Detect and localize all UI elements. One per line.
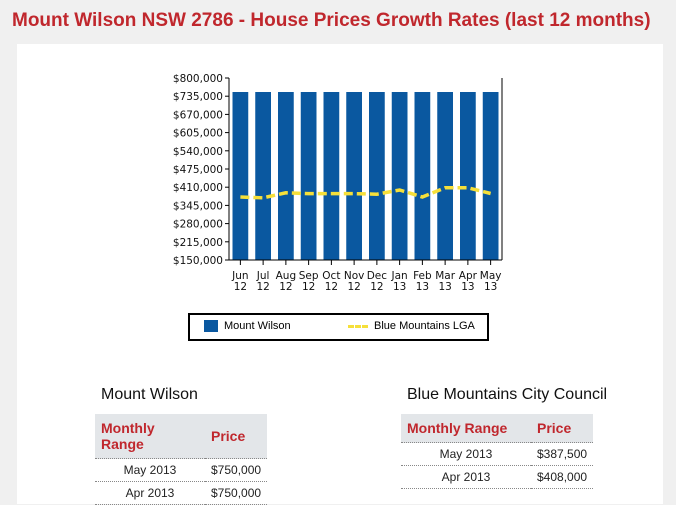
y-tick-label: $540,000 (173, 146, 223, 158)
column-header: Monthly Range (95, 414, 205, 459)
y-tick-label: $800,000 (173, 73, 223, 85)
bar (391, 92, 408, 260)
bar (300, 92, 317, 260)
table-row: Apr 2013 $750,000 (95, 481, 268, 505)
x-tick-label: Dec (367, 270, 388, 282)
y-tick-label: $475,000 (173, 164, 223, 176)
mount-wilson-table-section: Mount Wilson Monthly Range Price May 2013… (95, 386, 268, 505)
y-tick-label: $605,000 (173, 128, 223, 140)
x-tick-label: 12 (256, 281, 269, 293)
blue-mountains-table: Monthly Range Price May 2013 $387,500 Apr … (401, 414, 594, 489)
legend-item-blue-mountains: Blue Mountains LGA (348, 320, 475, 332)
table-heading: Blue Mountains City Council (407, 386, 608, 403)
x-tick-label: 13 (416, 281, 429, 293)
cell-month: Apr 2013 (401, 465, 531, 489)
bar (346, 92, 362, 260)
y-tick-label: $150,000 (173, 255, 223, 267)
cell-price: $387,500 (531, 442, 594, 466)
table-row: May 2013 $387,500 (401, 442, 594, 466)
series-line-blue-mountains (240, 186, 492, 200)
legend-item-mount-wilson: Mount Wilson (204, 320, 291, 332)
x-tick-label: Jul (256, 270, 270, 282)
line-swatch-icon (348, 324, 368, 328)
x-tick-label: 12 (347, 281, 360, 293)
x-tick-label: Feb (413, 270, 432, 282)
bar (482, 92, 499, 260)
cell-price: $750,000 (205, 458, 268, 482)
table-heading: Mount Wilson (101, 386, 198, 403)
table-row: Apr 2013 $408,000 (401, 465, 594, 489)
x-tick-label: Oct (322, 270, 340, 282)
x-tick-label: Jan (391, 270, 408, 282)
bar (437, 92, 453, 260)
y-tick-label: $735,000 (173, 91, 223, 103)
column-header: Price (205, 414, 268, 459)
bar (255, 92, 271, 260)
x-tick-label: 12 (370, 281, 383, 293)
x-tick-label: 12 (302, 281, 315, 293)
x-tick-label: Jun (231, 270, 248, 282)
column-header: Price (531, 414, 594, 443)
bar (369, 92, 385, 260)
x-tick-label: Apr (459, 270, 478, 282)
x-tick-label: 13 (484, 281, 497, 293)
mount-wilson-table: Monthly Range Price May 2013 $750,000 Apr … (95, 414, 268, 505)
bar (323, 92, 340, 260)
bar-swatch-icon (204, 320, 218, 332)
y-tick-label: $345,000 (173, 200, 223, 212)
bar (232, 92, 249, 260)
cell-month: May 2013 (401, 442, 531, 466)
x-tick-label: 12 (279, 281, 292, 293)
y-tick-label: $670,000 (173, 109, 223, 121)
x-tick-label: 12 (325, 281, 338, 293)
x-tick-label: 13 (461, 281, 474, 293)
y-tick-label: $410,000 (173, 182, 223, 194)
column-header: Monthly Range (401, 414, 531, 443)
x-tick-label: 13 (393, 281, 406, 293)
price-chart: $800,000 $735,000 $670,000 $605,000 $540,000… (173, 73, 503, 293)
cell-month: May 2013 (95, 458, 205, 482)
x-tick-label: 12 (234, 281, 247, 293)
y-tick-label: $280,000 (173, 219, 223, 231)
cell-price: $408,000 (531, 465, 594, 489)
page-title: Mount Wilson NSW 2786 - House Prices Gro… (12, 10, 651, 31)
bar (278, 92, 294, 260)
x-tick-label: Sep (299, 270, 319, 282)
x-tick-label: Mar (435, 270, 455, 282)
chart-legend: Mount Wilson Blue Mountains LGA (188, 313, 489, 341)
blue-mountains-table-section: Blue Mountains City Council Monthly Rang… (401, 386, 607, 489)
legend-label: Mount Wilson (224, 320, 291, 332)
bar (414, 92, 431, 260)
cell-price: $750,000 (205, 481, 268, 505)
legend-label: Blue Mountains LGA (374, 320, 475, 332)
table-row: May 2013 $750,000 (95, 458, 268, 482)
x-tick-label: 13 (438, 281, 451, 293)
y-tick-label: $215,000 (173, 237, 223, 249)
bar (460, 92, 476, 260)
cell-month: Apr 2013 (95, 481, 205, 505)
x-tick-label: Aug (276, 270, 297, 282)
x-tick-label: Nov (344, 270, 365, 282)
x-tick-label: May (480, 270, 502, 282)
